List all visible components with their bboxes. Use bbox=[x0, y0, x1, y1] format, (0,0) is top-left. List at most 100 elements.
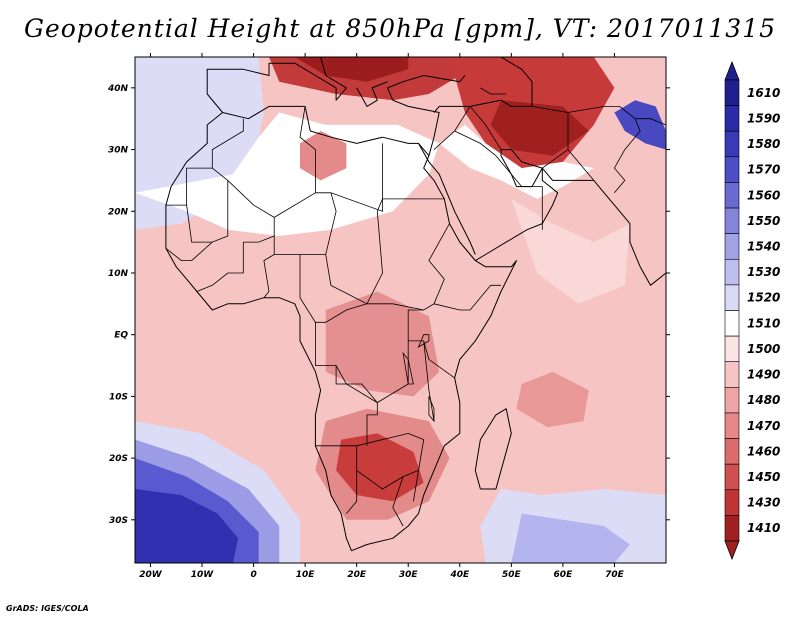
field-region-sahara-low bbox=[300, 131, 347, 181]
colorbar-swatch bbox=[724, 233, 740, 260]
lon-tick-label: 0 bbox=[250, 570, 256, 580]
coastline bbox=[474, 408, 512, 490]
colorbar-label: 1470 bbox=[747, 419, 780, 433]
lon-tick-label: 40E bbox=[449, 570, 470, 580]
country-border bbox=[356, 470, 419, 490]
colorbar-swatch bbox=[724, 361, 740, 388]
lon-tick-label: 20W bbox=[139, 570, 163, 580]
colorbar-swatch bbox=[724, 79, 740, 106]
country-border bbox=[325, 192, 383, 305]
colorbar-swatch bbox=[724, 438, 740, 465]
country-border bbox=[366, 402, 378, 446]
colorbar-bottom-arrow bbox=[724, 540, 740, 561]
country-border bbox=[423, 340, 435, 422]
country-border bbox=[263, 236, 275, 298]
colorbar-label: 1460 bbox=[747, 444, 780, 458]
field-region-southern-africa-deep bbox=[336, 433, 424, 502]
colorbar-label: 1510 bbox=[747, 316, 780, 330]
colorbar-label: 1560 bbox=[747, 188, 780, 202]
colorbar: 1610 1590 1580 1570 1560 1550 1540 1530 1520 1510… bbox=[724, 60, 780, 561]
colorbar-swatch bbox=[724, 412, 740, 439]
coastline bbox=[418, 143, 476, 255]
lat-tick-label: 20S bbox=[109, 454, 128, 464]
colorbar-label: 1520 bbox=[747, 291, 780, 305]
lon-tick-label: 60E bbox=[554, 570, 574, 580]
lon-tick-label: 20E bbox=[347, 570, 367, 580]
country-border bbox=[531, 106, 569, 169]
grads-credit: GrADS: IGES/COLA bbox=[6, 604, 89, 613]
field-region-sahara-neutral bbox=[135, 112, 440, 236]
colorbar-label: 1500 bbox=[747, 342, 780, 356]
colorbar-swatch bbox=[724, 258, 740, 286]
field-region-arabian-sea-pale bbox=[511, 198, 630, 304]
colorbar-swatch bbox=[724, 463, 740, 491]
chart-title: Geopotential Height at 850hPa [gpm], VT:… bbox=[23, 14, 777, 43]
country-border bbox=[413, 470, 419, 502]
lake-outline bbox=[428, 396, 435, 423]
colorbar-swatch bbox=[724, 310, 740, 337]
colorbar-swatch bbox=[724, 130, 740, 158]
country-border bbox=[567, 149, 595, 181]
lat-tick-label: EQ bbox=[114, 331, 128, 341]
field-region-iran-deep bbox=[490, 100, 589, 156]
country-border bbox=[346, 445, 358, 514]
coastline bbox=[387, 75, 466, 156]
coastline bbox=[433, 57, 533, 113]
colorbar-swatch bbox=[724, 284, 740, 311]
lon-tick-label: 30E bbox=[399, 570, 419, 580]
colorbar-swatch bbox=[724, 335, 740, 363]
country-border bbox=[567, 106, 641, 194]
colorbar-label: 1570 bbox=[747, 163, 780, 177]
country-border bbox=[315, 143, 383, 212]
lon-tick-label: 70E bbox=[605, 570, 625, 580]
colorbar-label: 1530 bbox=[747, 265, 780, 279]
lat-tick-label: 30N bbox=[108, 146, 129, 156]
colorbar-label: 1490 bbox=[747, 368, 780, 382]
field-region-indian-ocean-low bbox=[516, 371, 589, 428]
lon-tick-label: 10E bbox=[296, 570, 316, 580]
map-frame bbox=[134, 56, 667, 564]
lat-tick-label: 10S bbox=[109, 392, 128, 402]
colorbar-swatch bbox=[724, 387, 740, 414]
country-border bbox=[299, 254, 368, 323]
country-border bbox=[227, 180, 275, 243]
colorbar-label: 1550 bbox=[747, 214, 780, 228]
lat-tick-label: 10N bbox=[108, 269, 129, 279]
country-border bbox=[212, 242, 244, 286]
lon-tick-label: 10W bbox=[191, 570, 215, 580]
field-region-mediterranean-deep bbox=[294, 57, 409, 82]
map-plot-area bbox=[135, 57, 666, 563]
colorbar-label: 1580 bbox=[747, 137, 780, 151]
country-border bbox=[521, 186, 543, 230]
country-border bbox=[454, 130, 497, 157]
lat-tick-label: 40N bbox=[107, 84, 129, 94]
colorbar-label: 1480 bbox=[747, 393, 780, 407]
colorbar-label: 1410 bbox=[747, 521, 780, 535]
colorbar-swatch bbox=[724, 182, 740, 209]
colorbar-label: 1610 bbox=[747, 86, 780, 100]
colorbar-swatch bbox=[724, 489, 740, 516]
field-region-south-indian-high-2 bbox=[511, 513, 630, 563]
colorbar-swatch bbox=[724, 105, 740, 132]
country-border bbox=[635, 118, 666, 150]
lake-outline bbox=[402, 351, 414, 385]
country-border bbox=[433, 284, 501, 311]
country-border bbox=[480, 87, 507, 95]
country-border bbox=[407, 309, 424, 341]
lon-tick-label: 50E bbox=[502, 570, 522, 580]
colorbar-swatch bbox=[724, 207, 740, 234]
country-border bbox=[459, 241, 476, 261]
colorbar-label: 1430 bbox=[747, 496, 780, 510]
lake-outline bbox=[417, 334, 430, 348]
country-border bbox=[165, 241, 213, 262]
colorbar-swatch bbox=[724, 515, 740, 542]
map-axes: 40N 30N 20N 10N EQ 10S 20S 30S 20W 10W 0 10E 20E 30E 4… bbox=[107, 53, 670, 580]
coastline bbox=[165, 105, 517, 552]
colorbar-swatch bbox=[724, 156, 740, 183]
colorbar-label: 1590 bbox=[747, 111, 780, 125]
country-border bbox=[469, 106, 502, 150]
country-border bbox=[196, 284, 213, 292]
coastline bbox=[356, 81, 388, 107]
country-border bbox=[392, 476, 404, 527]
